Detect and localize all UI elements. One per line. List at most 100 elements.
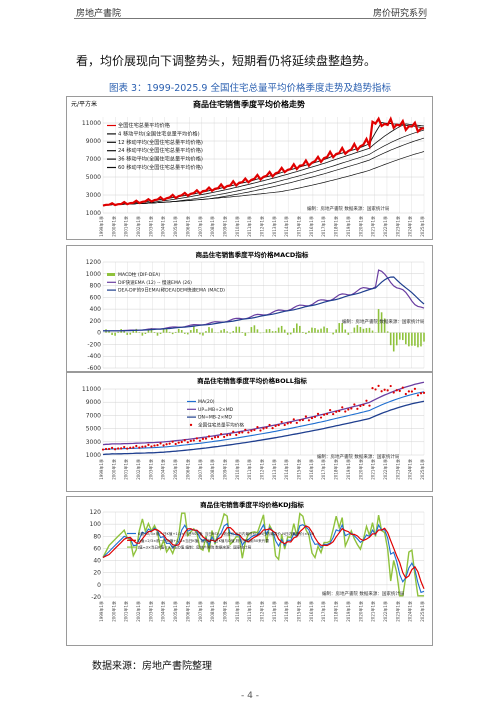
x-tick-label: 2005年1季 [172, 459, 178, 480]
boll-dn-line [102, 400, 425, 456]
y-tick-label: 120 [90, 509, 102, 516]
macd-bar [311, 327, 313, 333]
x-tick-label: 2021年1季 [370, 216, 376, 237]
price-dot [192, 439, 195, 442]
price-dot [335, 410, 338, 413]
price-dot [380, 390, 383, 393]
price-dot [253, 428, 256, 432]
price-dot [392, 391, 395, 394]
page-number: - 4 - [241, 691, 259, 701]
macd-bar [408, 332, 410, 347]
macd-bar [274, 331, 277, 333]
x-tick-label: 2005年1季 [172, 601, 178, 622]
price-dot [295, 421, 298, 424]
x-tick-label: 2003年1季 [147, 216, 153, 237]
price-trend-svg: 元/平方米 商品住宅销售季度平均价格走势 11000 9000 7000 5000 30… [71, 99, 425, 237]
macd-bar [271, 331, 274, 333]
price-dot [232, 430, 235, 433]
price-dot [371, 386, 374, 390]
x-tick-label: 2022年1季 [382, 601, 388, 622]
price-dot [195, 437, 198, 440]
price-dot [377, 384, 380, 387]
x-tick-label: 2001年1季 [123, 601, 129, 622]
x-tick-label: 2021年1季 [370, 459, 376, 480]
x-tick-label: 2013年1季 [271, 216, 277, 237]
price-dot [120, 447, 123, 450]
figure-title: 图表 3：1999-2025.9 全国住宅总量平均价格季度走势及趋势指标 [109, 83, 391, 94]
price-dot [316, 412, 320, 415]
x-tick-label: 2000年1季 [110, 601, 116, 622]
macd-bar [326, 328, 328, 333]
y-tick-label: -200 [87, 341, 101, 348]
legend-label: MACD柱 (DIF-DEA) [118, 271, 160, 278]
legend-label: 60 移动平均(全国住宅总量平均价格) [118, 163, 203, 171]
x-tick-label: 2004年1季 [160, 459, 166, 480]
y-tick-label: 7000 [86, 156, 101, 163]
legend-label: D值=2/3×前一日D值+1/3×当日K值; 若无前一日K值与D值,则可分别用5… [138, 538, 269, 543]
price-dot [132, 446, 135, 449]
price-dot [310, 416, 314, 420]
macd-bar [417, 332, 419, 348]
price-dot [410, 390, 413, 393]
price-dot [271, 427, 274, 430]
price-dot [256, 426, 259, 429]
y-tick-label: -400 [87, 353, 101, 360]
x-tick-label: 2025年1季 [419, 216, 425, 237]
dea-line [103, 276, 425, 332]
macd-bar [132, 330, 135, 333]
y-tick-label: 400 [90, 306, 102, 313]
x-tick-label: 2022年1季 [382, 459, 388, 480]
macd-bar [177, 328, 180, 333]
x-tick-label: 2006年1季 [184, 601, 190, 622]
macd-bar [220, 330, 222, 333]
macd-bar [196, 328, 198, 333]
price-dot [319, 416, 323, 419]
x-tick-label: 2022年1季 [382, 216, 388, 237]
macd-bar [253, 325, 256, 333]
price-line [102, 116, 425, 207]
boll-mid-line [102, 391, 425, 451]
macd-bar [117, 331, 119, 333]
macd-bar [156, 332, 159, 336]
x-tick-label: 2012年1季 [259, 601, 265, 622]
x-tick-label: 2024年1季 [407, 601, 413, 622]
x-tick-label: 2007年1季 [197, 459, 203, 480]
price-dot [329, 409, 332, 412]
body-paragraph: 看，均价展现向下调整势头，短期看仍将延续盘整趋势。 [76, 54, 377, 68]
price-dot [341, 406, 344, 409]
x-tick-label: 2008年1季 [209, 216, 215, 237]
macd-bar [277, 327, 280, 333]
price-dot [368, 404, 371, 407]
macd-bar [129, 332, 132, 335]
macd-bar [162, 329, 165, 333]
macd-bar [229, 332, 231, 334]
macd-bar [332, 332, 334, 335]
x-tick-label: 2023年1季 [394, 216, 400, 237]
y-tick-label: -20 [91, 594, 101, 601]
price-dot [150, 445, 153, 448]
macd-bar [320, 328, 322, 333]
x-tick-label: 2023年1季 [394, 459, 400, 480]
macd-bar [241, 332, 244, 333]
boll-chart: 商品住宅销售季度平均价格BOLL指标 11000 9000 7000 5000 3000… [66, 372, 433, 492]
price-dot [301, 418, 304, 422]
macd-bar [126, 332, 129, 335]
x-tick-label: 2011年1季 [246, 216, 252, 237]
macd-bar [308, 330, 310, 333]
x-tick-label: 2018年1季 [333, 601, 339, 622]
chart-2-title: 商品住宅销售季度平均价格MACD指标 [196, 250, 309, 259]
price-dot [356, 407, 359, 410]
macd-bar [190, 330, 192, 333]
price-dot [262, 427, 265, 430]
x-tick-label: 2021年1季 [370, 601, 376, 622]
macd-bar [223, 328, 225, 333]
macd-bar [183, 332, 186, 334]
price-dot [244, 428, 247, 431]
macd-bar [377, 309, 380, 333]
x-tick-label: 2016年1季 [308, 216, 314, 237]
x-tick-label: 2020年1季 [357, 216, 363, 237]
legend-label: 全国住宅总量平均价格 [118, 121, 171, 129]
price-dot [344, 410, 347, 413]
macd-svg: 商品住宅销售季度平均价格MACD指标 1200 1000 800 600 400 200 0… [86, 250, 425, 371]
price-dot [226, 434, 229, 437]
